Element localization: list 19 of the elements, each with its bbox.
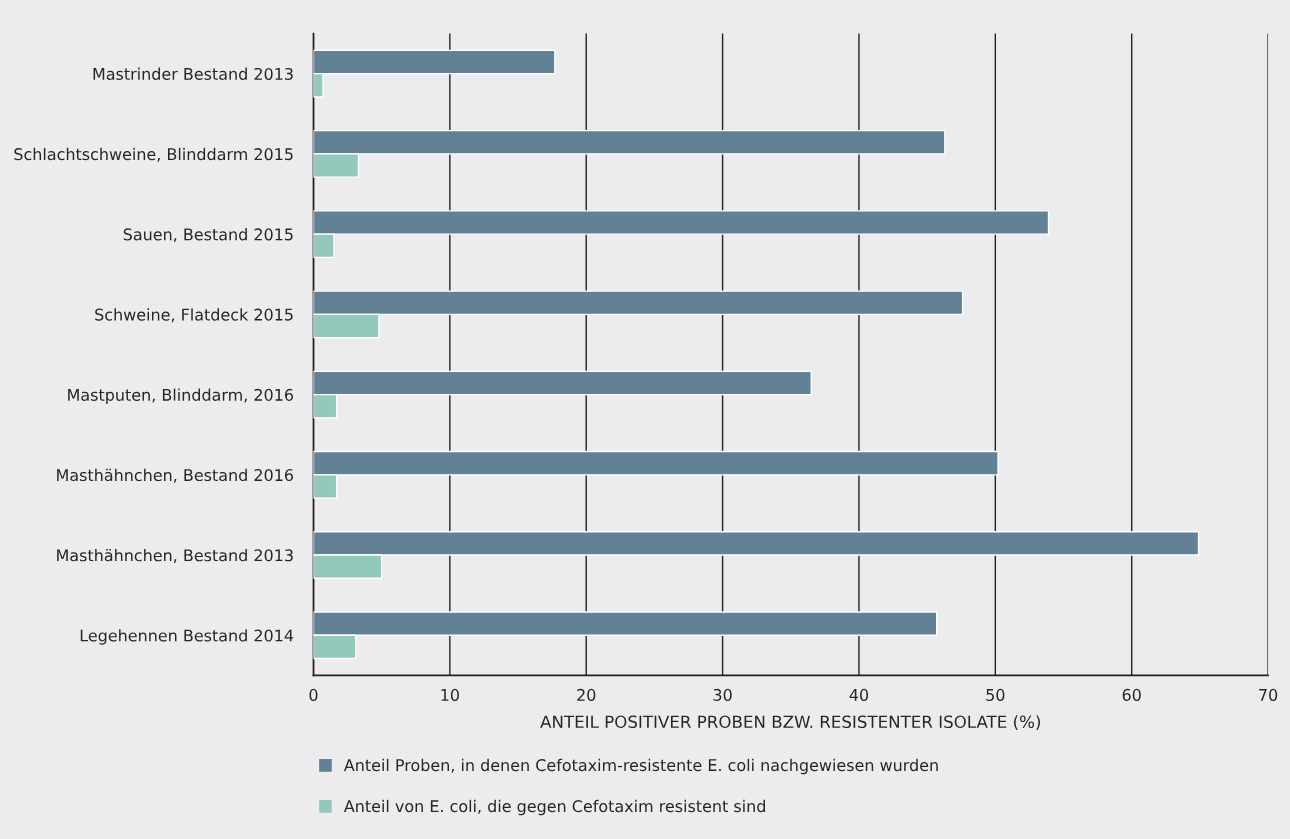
legend-label: Anteil von E. coli, die gegen Cefotaxim resistent sind: [343, 799, 765, 816]
y-tick-label: Legehennen Bestand 2014: [80, 629, 294, 645]
x-tick-label: 20: [577, 688, 596, 701]
y-tick-label: Mastputen, Blinddarm, 2016: [68, 388, 294, 404]
x-tick-label: 40: [849, 688, 869, 701]
y-tick-label: Schlachtschweine, Blinddarm 2015: [14, 147, 293, 162]
x-tick-label: 60: [1122, 688, 1141, 701]
x-tick-label: 50: [986, 688, 1005, 701]
y-tick-label: Masthähnchen, Bestand 2013: [57, 548, 293, 563]
y-tick-label: Masthähnchen, Bestand 2016: [57, 468, 294, 483]
x-tick-label: 10: [441, 688, 459, 701]
y-tick-label: Schweine, Flatdeck 2015: [95, 308, 293, 323]
y-tick-label: Sauen, Bestand 2015: [123, 228, 293, 243]
x-tick-label: 0: [309, 688, 318, 701]
x-tick-label: 30: [713, 688, 732, 701]
x-axis-title: ANTEIL POSITIVER PROBEN BZW. RESISTENTER ISOLATE (%): [540, 715, 1040, 731]
x-tick-label: 70: [1259, 688, 1278, 701]
y-tick-label: Mastrinder Bestand 2013: [93, 67, 293, 80]
legend-label: Anteil Proben, in denen Cefotaxim-resistente E. coli nachgewiesen wurden: [343, 758, 938, 775]
